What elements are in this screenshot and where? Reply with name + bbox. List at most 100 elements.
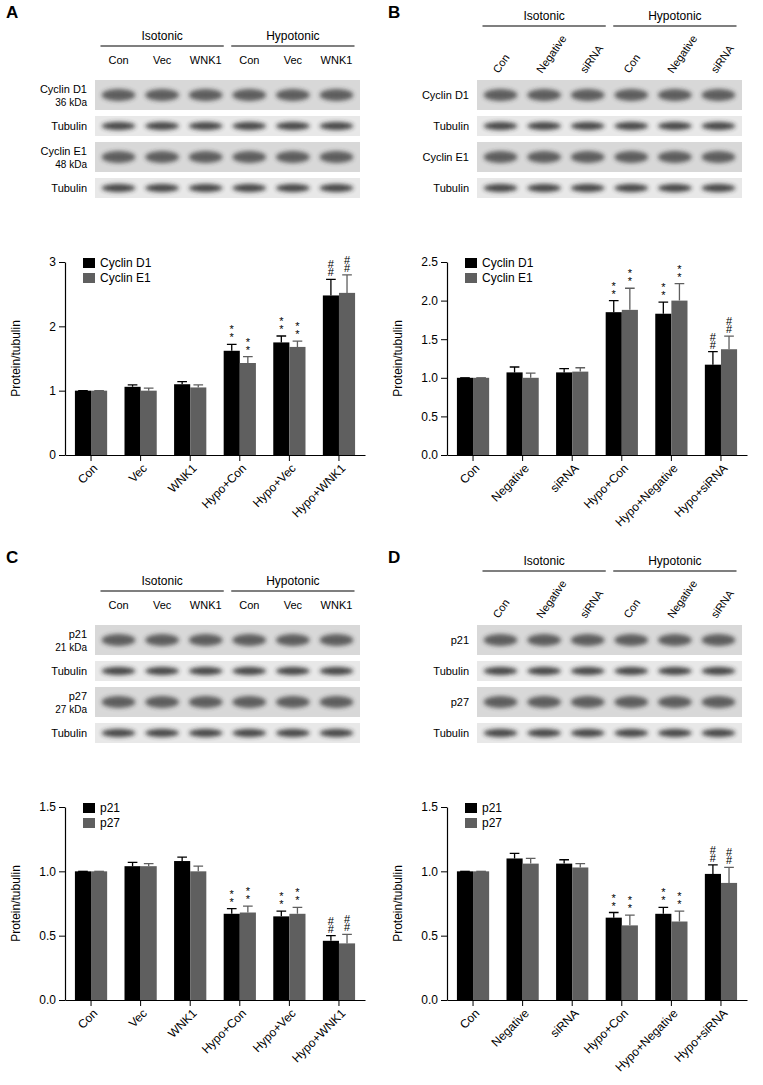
lane-group-label: Isotonic <box>523 554 564 568</box>
x-tick: Hypo+WNK1 <box>289 455 348 520</box>
x-tick-mark <box>572 455 573 461</box>
panel: CIsotonicHypotonicConVecWNK1ConVecWNK1p2… <box>6 548 366 1065</box>
y-tick: 1.5 <box>421 800 447 814</box>
blot-band <box>189 696 223 708</box>
significance: ** <box>246 336 251 356</box>
error-bar <box>276 336 286 342</box>
y-tick-mark <box>441 339 447 340</box>
bar <box>174 384 190 455</box>
error-bar <box>342 275 352 293</box>
y-tick-mark <box>441 301 447 302</box>
significance: ** <box>230 323 235 343</box>
legend-label: Cyclin D1 <box>482 256 534 270</box>
blot-band <box>102 729 136 737</box>
y-tick: 3 <box>49 255 65 269</box>
blot-band <box>145 729 179 737</box>
blot-label: Tubulin <box>51 727 87 739</box>
lane-label: siRNA <box>708 587 736 620</box>
lane-group-label: Isotonic <box>523 9 564 23</box>
error-bar <box>227 909 237 914</box>
significance: ** <box>661 886 666 906</box>
blot-band <box>614 122 648 130</box>
lane-group-label: Hypotonic <box>266 29 319 43</box>
lane-group-line <box>613 570 736 571</box>
blot-band <box>527 729 561 737</box>
bar <box>705 365 721 455</box>
error-bar <box>276 911 286 916</box>
blot-band <box>102 151 136 163</box>
x-tick-label: Vec <box>126 1006 150 1030</box>
blot-band <box>320 667 354 675</box>
legend-swatch <box>465 818 477 828</box>
error-bar <box>476 871 486 872</box>
y-tick-label: 1.0 <box>39 865 56 879</box>
y-tick-label: 0.0 <box>421 448 438 462</box>
bar <box>556 372 572 455</box>
x-tick-label: Con <box>75 1006 100 1031</box>
x-tick: siRNA <box>548 455 582 495</box>
bar <box>473 871 489 1000</box>
y-tick-label: 0.0 <box>39 993 56 1007</box>
lane-label: Vec <box>153 54 172 66</box>
legend-label: p27 <box>100 816 120 830</box>
blot-label: Cyclin E1 <box>423 151 469 163</box>
blot-band <box>102 634 136 646</box>
x-tick-mark <box>720 455 721 461</box>
error-bar <box>625 915 635 925</box>
y-axis-title: Protein/tubulin <box>391 320 405 397</box>
figure: AIsotonicHypotonicConVecWNK1ConVecWNK1Cy… <box>0 0 763 1085</box>
x-tick: Vec <box>126 455 150 485</box>
legend-swatch <box>465 273 477 283</box>
blot-band <box>527 184 561 192</box>
x-axis-line <box>448 455 748 456</box>
blot-label: p27 <box>451 696 469 708</box>
significance: ** <box>628 267 633 287</box>
significance: ## <box>344 913 351 933</box>
blot-band <box>189 667 223 675</box>
bar <box>125 387 141 455</box>
blot-label: Cyclin D1 <box>422 89 469 101</box>
blot-band <box>320 634 354 646</box>
bar <box>572 867 588 1000</box>
x-tick-label: Con <box>457 1006 482 1031</box>
blot-band <box>571 667 605 675</box>
blot-band <box>527 122 561 130</box>
significance: ** <box>677 890 682 910</box>
bar <box>91 871 107 1000</box>
x-tick-mark <box>289 1000 290 1006</box>
y-axis: 0123 <box>49 255 65 462</box>
x-tick-label: Hypo+siRNA <box>672 1006 731 1065</box>
error-bar <box>609 301 619 313</box>
y-tick-mark <box>59 326 65 327</box>
blot-band <box>702 122 736 130</box>
error-bar <box>575 864 585 868</box>
blot-band <box>320 122 354 130</box>
y-tick-mark <box>59 455 65 456</box>
plot-texts: ****##****## <box>230 885 351 935</box>
bar <box>655 314 671 455</box>
blot: IsotonicHypotonicConVecWNK1ConVecWNK1p21… <box>51 574 360 743</box>
y-axis-title: Protein/tubulin <box>9 865 23 942</box>
blot-band <box>102 89 136 101</box>
x-tick-mark <box>140 455 141 461</box>
bar <box>190 387 206 455</box>
blot-label: Tubulin <box>433 182 469 194</box>
error-bar <box>144 864 154 867</box>
y-tick-label: 3 <box>49 255 56 269</box>
x-tick: Hypo+Con <box>199 1000 249 1056</box>
legend-label: p27 <box>482 816 502 830</box>
blot-band <box>571 151 605 163</box>
lane-label: WNK1 <box>321 599 353 611</box>
blot-band <box>320 151 354 163</box>
blot-band <box>232 634 266 646</box>
legend: Cyclin D1Cyclin E1 <box>465 256 534 285</box>
y-tick-mark <box>441 1000 447 1001</box>
x-tick: Con <box>457 455 482 487</box>
blot-band <box>702 696 736 708</box>
bar <box>556 864 572 1000</box>
error-bar <box>342 934 352 943</box>
bar <box>572 372 588 455</box>
x-tick: Negative <box>489 455 533 505</box>
lane-label: Vec <box>284 54 303 66</box>
y-tick-label: 2.0 <box>421 294 438 308</box>
